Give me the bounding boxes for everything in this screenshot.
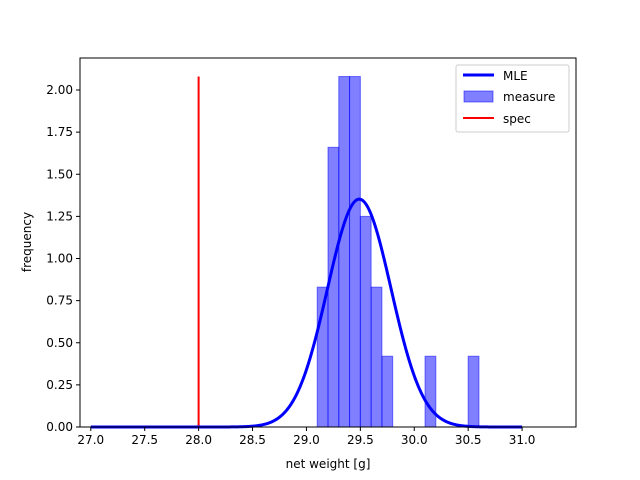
x-tick-label: 28.0 [185, 433, 212, 447]
y-tick-label: 0.50 [46, 336, 73, 350]
y-tick-label: 1.75 [46, 125, 73, 139]
x-tick-label: 31.0 [509, 433, 536, 447]
legend-label-measure: measure [503, 90, 555, 104]
y-axis-label: frequency [20, 212, 34, 272]
y-tick-label: 0.75 [46, 294, 73, 308]
y-axis-ticks: 0.00 0.25 0.50 0.75 1.00 1.25 1.50 1.75 2.00 [46, 83, 80, 434]
legend-label-mle: MLE [503, 69, 528, 83]
histogram-bar [338, 76, 351, 428]
y-tick-label: 1.25 [46, 209, 73, 223]
legend-label-spec: spec [503, 112, 531, 126]
y-tick-label: 1.50 [46, 167, 73, 181]
x-tick-label: 30.5 [455, 433, 482, 447]
y-tick-label: 0.00 [46, 420, 73, 434]
x-axis-ticks: 27.0 27.5 28.0 28.5 29.0 29.5 30.0 30.5 31.0 [77, 427, 535, 447]
x-tick-label: 30.0 [401, 433, 428, 447]
x-axis-label: net weight [g] [286, 457, 371, 471]
legend-swatch-measure [463, 90, 494, 103]
histogram-bar [424, 355, 437, 428]
x-tick-label: 27.5 [131, 433, 158, 447]
legend: MLE measure spec [455, 64, 570, 133]
histogram-bar [467, 355, 480, 428]
histogram-bar [359, 215, 372, 428]
histogram-bar [370, 286, 383, 428]
y-tick-label: 0.25 [46, 378, 73, 392]
histogram-bar [381, 355, 394, 428]
y-tick-label: 1.00 [46, 252, 73, 266]
histogram-bar [349, 76, 361, 428]
x-tick-label: 29.0 [293, 433, 320, 447]
legend-frame [455, 64, 570, 133]
x-tick-label: 28.5 [239, 433, 266, 447]
x-tick-label: 27.0 [77, 433, 104, 447]
plot-frame [79, 57, 577, 428]
x-tick-label: 29.5 [347, 433, 374, 447]
y-tick-label: 2.00 [46, 83, 73, 97]
histogram-bar [327, 146, 340, 428]
